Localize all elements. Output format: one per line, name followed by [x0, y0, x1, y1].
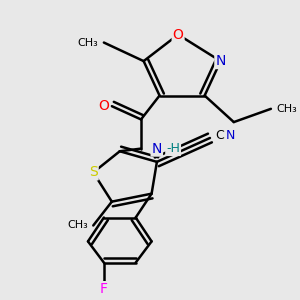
Text: CH₃: CH₃ — [78, 38, 99, 47]
Text: CH₃: CH₃ — [276, 104, 297, 114]
Text: N: N — [152, 142, 162, 156]
Text: CH₃: CH₃ — [67, 220, 88, 230]
Text: C: C — [215, 129, 224, 142]
Text: O: O — [173, 28, 184, 42]
Text: O: O — [98, 99, 109, 113]
Text: S: S — [89, 166, 98, 179]
Text: N: N — [226, 129, 235, 142]
Text: N: N — [215, 54, 226, 68]
Text: F: F — [100, 282, 108, 296]
Text: -H: -H — [166, 142, 180, 155]
